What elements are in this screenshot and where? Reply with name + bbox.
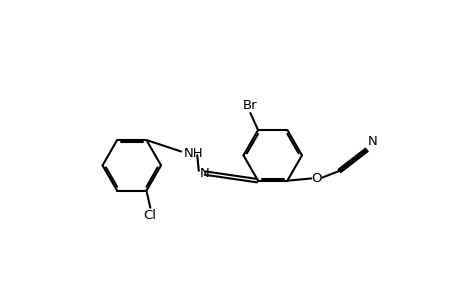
Text: N: N — [199, 167, 209, 180]
Text: O: O — [311, 172, 321, 185]
Text: Cl: Cl — [143, 209, 156, 222]
Text: NH: NH — [183, 146, 202, 160]
Text: Br: Br — [242, 98, 257, 112]
Text: N: N — [367, 135, 377, 148]
